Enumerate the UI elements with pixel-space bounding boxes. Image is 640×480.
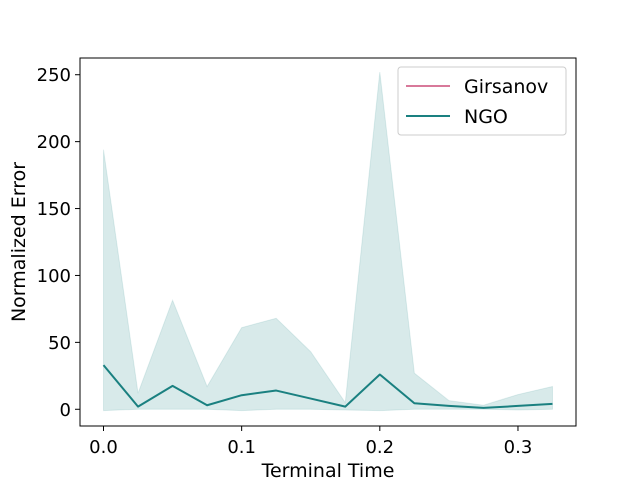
x-axis-label: Terminal Time: [261, 460, 395, 480]
plot-frame: [79, 57, 577, 427]
x-tick-label: 0.1: [227, 437, 256, 458]
series-line-ngo: [102, 364, 553, 409]
y-tick-label: 250: [37, 65, 71, 86]
legend: Girsanov NGO: [397, 66, 567, 136]
x-tick-label: 0.3: [504, 437, 533, 458]
x-tick-label: 0.0: [89, 437, 118, 458]
legend-box: [397, 66, 567, 136]
y-axis-label: Normalized Error: [8, 162, 30, 322]
y-tick-label: 0: [60, 400, 71, 421]
x-tick-label: 0.2: [365, 437, 394, 458]
y-axis-ticks: 0 50 100 150 200 250: [37, 65, 80, 421]
series-line-layer: [102, 364, 553, 409]
confidence-band-layer: [102, 71, 554, 412]
y-tick-label: 150: [37, 199, 71, 220]
x-axis-ticks: 0.0 0.1 0.2 0.3: [89, 426, 532, 458]
confidence-band-ngo: [102, 71, 554, 412]
legend-label-girsanov: Girsanov: [464, 76, 548, 98]
y-tick-label: 200: [37, 132, 71, 153]
y-tick-label: 100: [37, 266, 71, 287]
y-tick-label: 50: [48, 333, 71, 354]
legend-label-ngo: NGO: [464, 106, 508, 128]
